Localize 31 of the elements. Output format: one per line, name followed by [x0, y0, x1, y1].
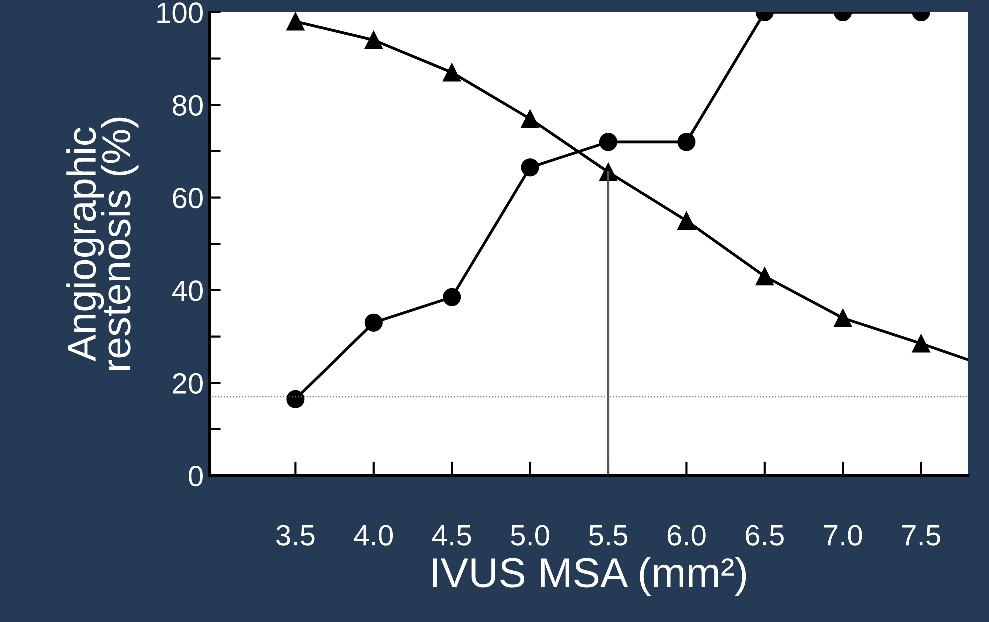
x-tick-label: 7.0 — [824, 525, 862, 546]
point — [286, 390, 305, 408]
point — [756, 268, 774, 286]
y-tick-label: 40 — [172, 280, 203, 302]
point — [364, 31, 383, 50]
y-tick-label: 100 — [158, 2, 203, 24]
point — [286, 12, 305, 31]
point — [364, 314, 383, 332]
point — [521, 110, 540, 128]
point — [678, 212, 696, 230]
x-axis-title: IVUS MSA (mm²) — [433, 557, 746, 596]
point — [599, 133, 618, 152]
y-tick-label: 80 — [172, 95, 203, 116]
y-tick-label: 20 — [173, 373, 203, 394]
y-tick-label: 60 — [173, 188, 203, 209]
x-tick-label: 7.5 — [902, 526, 940, 546]
x-tick-label: 4.5 — [432, 526, 472, 546]
x-tick-label: 6.5 — [746, 525, 784, 546]
x-tick-label: 5.5 — [589, 526, 628, 546]
point — [834, 309, 852, 328]
point — [443, 288, 462, 306]
x-tick-label: 3.5 — [276, 525, 315, 546]
y-tick-label: 0 — [189, 466, 203, 487]
point — [678, 133, 696, 152]
y-axis-title: Angiographic restenosis (%) — [66, 118, 139, 370]
x-tick-label: 5.0 — [511, 525, 550, 546]
x-tick-label: 6.0 — [668, 525, 706, 546]
x-tick-label: 4.0 — [354, 525, 394, 546]
point — [912, 334, 930, 353]
point — [443, 64, 462, 82]
point — [521, 158, 540, 177]
